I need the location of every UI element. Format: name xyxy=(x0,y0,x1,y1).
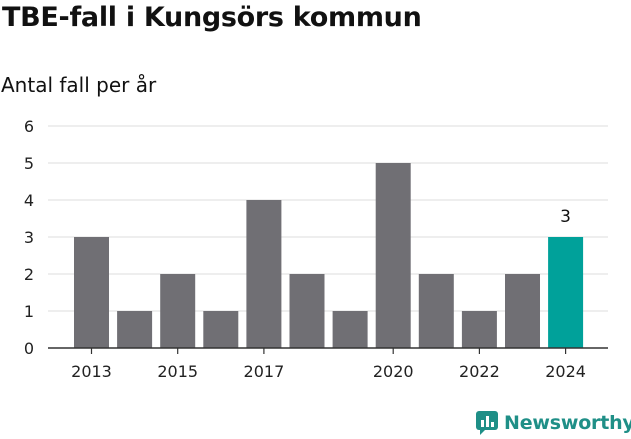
y-tick-label: 5 xyxy=(24,154,34,173)
data-labels: 3 xyxy=(560,207,571,227)
newsworthy-chart-icon xyxy=(476,411,498,435)
bar-2020 xyxy=(375,163,411,348)
data-label-2024: 3 xyxy=(560,207,571,227)
bar-2024 xyxy=(548,237,584,348)
newsworthy-logo: Newsworthy xyxy=(476,407,631,439)
bar-2017 xyxy=(246,200,282,348)
bar-2016 xyxy=(203,311,239,348)
bar-2021 xyxy=(418,274,454,348)
x-tick-label: 2015 xyxy=(157,362,198,381)
y-tick-label: 4 xyxy=(24,191,34,210)
bars xyxy=(74,163,584,348)
x-tick-label: 2024 xyxy=(545,362,586,381)
x-tick-label: 2022 xyxy=(459,362,500,381)
bar-2023 xyxy=(505,274,540,348)
y-tick-label: 6 xyxy=(24,117,34,136)
bar-chart: 0 1 2 3 4 5 6 2013 2015 2017 2020 2022 2024 3 xyxy=(24,117,608,381)
y-tick-label: 3 xyxy=(24,228,34,247)
x-tick-label: 2013 xyxy=(71,362,112,381)
y-tick-label: 1 xyxy=(24,302,34,321)
logo-text: Newsworthy xyxy=(504,412,631,434)
bar-2019 xyxy=(332,311,368,348)
x-axis-ticks: 2013 2015 2017 2020 2022 2024 xyxy=(71,348,586,381)
x-tick-label: 2020 xyxy=(373,362,414,381)
bar-2022 xyxy=(461,311,497,348)
bar-2015 xyxy=(160,274,196,348)
bar-2013 xyxy=(74,237,109,348)
y-axis-ticks: 0 1 2 3 4 5 6 xyxy=(24,117,34,358)
bar-2018 xyxy=(289,274,325,348)
x-tick-label: 2017 xyxy=(244,362,285,381)
y-tick-label: 2 xyxy=(24,265,34,284)
chart-subtitle: Antal fall per år xyxy=(1,73,157,97)
chart-title: TBE-fall i Kungsörs kommun xyxy=(2,2,422,33)
bar-2014 xyxy=(117,311,153,348)
y-tick-label: 0 xyxy=(24,339,34,358)
